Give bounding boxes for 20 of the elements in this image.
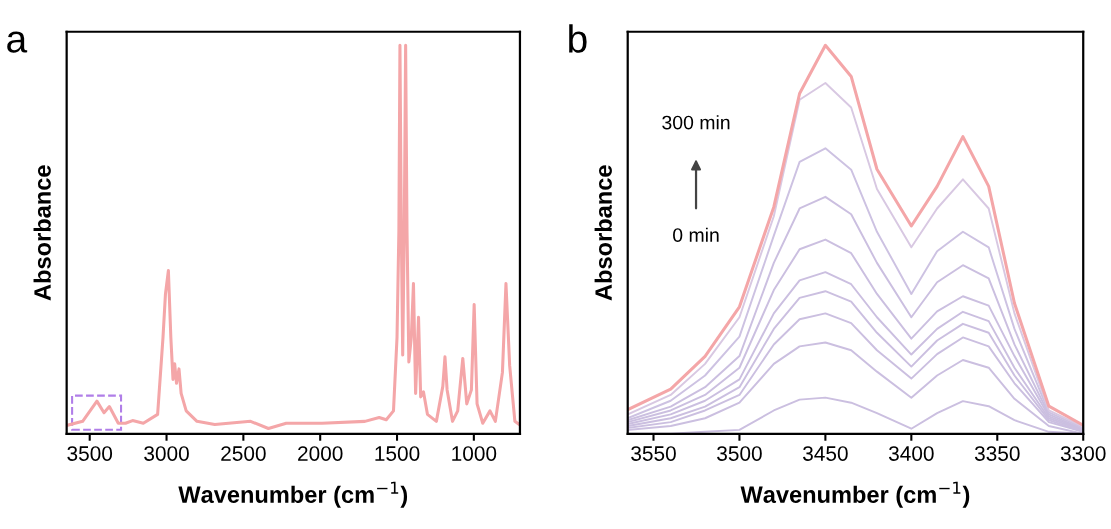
x-axis-title: Wavenumber (cm$^{−1}$) <box>178 481 408 508</box>
x-tick-label: 3500 <box>67 446 113 461</box>
y-axis-title: Absorbance <box>594 165 612 301</box>
x-tick-label: 3550 <box>631 446 676 461</box>
chart-title: a <box>7 31 28 53</box>
x-axis-title: Wavenumber (cm$^{−1}$) <box>740 481 970 508</box>
annotation: 300 min <box>662 115 730 130</box>
x-tick-label: 1500 <box>375 446 420 461</box>
x-tick-label: 3500 <box>717 446 762 461</box>
x-tick-label: 3450 <box>803 446 848 461</box>
chart-title: b <box>569 24 587 53</box>
x-tick-label: 3400 <box>888 446 934 461</box>
x-tick-label: 3350 <box>974 446 1020 461</box>
x-tick-label: 1000 <box>452 446 497 461</box>
annotation: 0 min <box>673 227 719 242</box>
y-axis-title: Absorbance <box>33 165 51 301</box>
x-tick-label: 2500 <box>221 446 266 461</box>
x-tick-label: 3000 <box>144 446 189 461</box>
x-tick-label: 2000 <box>298 446 343 461</box>
x-tick-label: 3300 <box>1060 446 1106 461</box>
